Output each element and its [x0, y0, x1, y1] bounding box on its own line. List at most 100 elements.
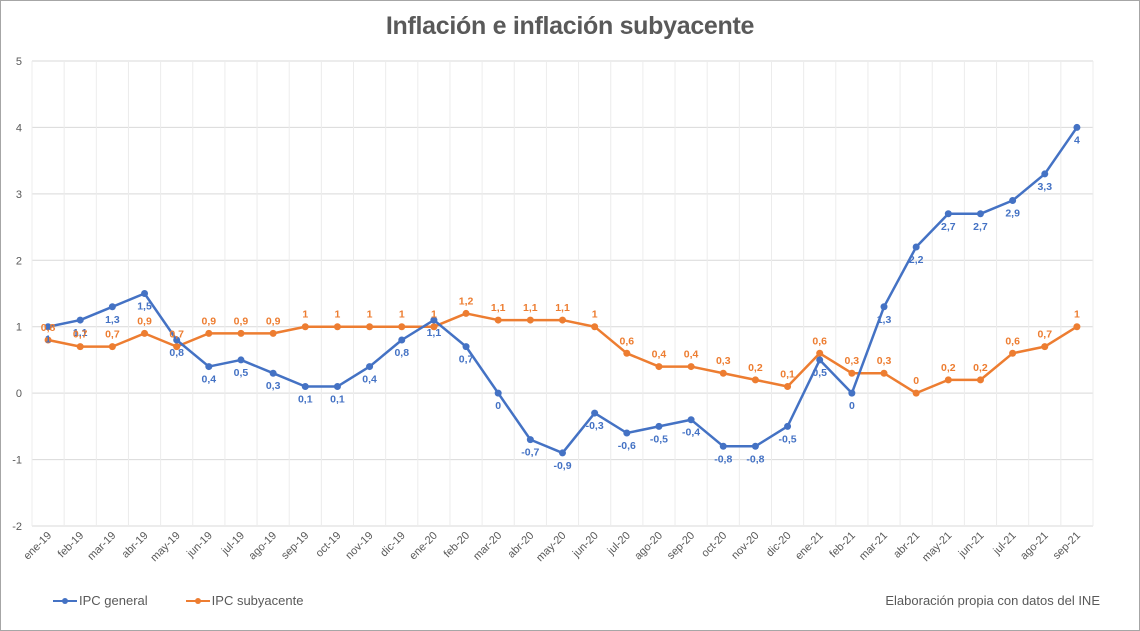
- x-tick-label: dic-19: [378, 530, 408, 560]
- data-point: [559, 316, 566, 324]
- data-label: -0,7: [521, 447, 539, 459]
- data-point: [301, 383, 309, 390]
- x-tick-label: jun-21: [956, 530, 987, 561]
- x-tick-label: dic-20: [764, 530, 794, 560]
- data-point: [333, 383, 341, 390]
- data-point: [784, 422, 792, 430]
- data-label: 0,8: [169, 347, 184, 359]
- legend-item-ipc-subyacente[interactable]: IPC subyacente: [185, 593, 303, 608]
- data-point: [398, 336, 406, 344]
- x-tick-label: abr-19: [120, 530, 151, 561]
- x-tick-label: ago-20: [632, 530, 665, 563]
- data-point: [591, 409, 599, 417]
- data-point: [76, 316, 84, 324]
- data-point: [173, 343, 181, 351]
- data-point: [141, 290, 149, 297]
- x-tick-label: may-19: [148, 530, 182, 564]
- data-point: [366, 323, 374, 331]
- data-label: 1: [302, 309, 308, 321]
- data-label: 0,7: [105, 329, 120, 341]
- data-point: [848, 369, 856, 377]
- data-label: 0,9: [137, 315, 152, 327]
- data-point: [141, 329, 149, 337]
- data-label: 1: [431, 309, 437, 321]
- data-label: -0,6: [618, 440, 636, 452]
- data-point: [205, 329, 213, 337]
- series-line-ipc-general: [47, 126, 1078, 455]
- data-point: [976, 376, 984, 384]
- data-point: [494, 316, 502, 324]
- x-tick-label: feb-21: [827, 530, 858, 561]
- data-label: 0,7: [459, 354, 474, 366]
- data-point: [751, 376, 759, 384]
- data-label: -0,8: [714, 453, 732, 465]
- y-tick-label: -2: [12, 521, 22, 533]
- data-point: [430, 323, 438, 331]
- legend-item-ipc-general[interactable]: IPC general: [53, 593, 148, 608]
- data-label: 0: [495, 400, 501, 412]
- data-label: -0,5: [779, 433, 797, 445]
- data-point: [655, 422, 663, 430]
- data-point: [205, 363, 213, 371]
- data-point: [108, 303, 116, 311]
- data-label: 0,8: [41, 322, 56, 334]
- data-label: 2,7: [941, 221, 956, 233]
- data-label: 1,1: [73, 327, 88, 339]
- data-label: 0,1: [298, 394, 313, 406]
- data-point: [848, 389, 856, 397]
- data-label: 1,1: [427, 327, 442, 339]
- data-point: [784, 383, 792, 390]
- data-point: [591, 323, 599, 331]
- data-label: 0,4: [684, 349, 699, 361]
- x-tick-label: ene-20: [407, 530, 440, 563]
- y-tick-label: 3: [16, 189, 22, 201]
- y-tick-label: 5: [16, 56, 22, 68]
- data-label: 0,3: [845, 355, 860, 367]
- data-label: 0,4: [652, 349, 667, 361]
- y-axis-ticks: 5 4 3 2 1 0 -1 -2: [12, 56, 22, 533]
- data-point: [816, 349, 824, 357]
- data-label: 1,5: [137, 301, 152, 313]
- y-tick-label: 0: [16, 388, 22, 400]
- data-point: [44, 323, 52, 331]
- data-label: 0,7: [169, 329, 184, 341]
- data-label: 3,3: [1037, 181, 1052, 193]
- x-tick-label: nov-20: [729, 530, 761, 562]
- data-label: 1: [592, 309, 598, 321]
- data-label: 0: [913, 375, 919, 387]
- legend-line-marker-icon: [185, 596, 210, 606]
- data-point: [1073, 123, 1081, 131]
- data-label: 1,3: [877, 314, 892, 326]
- data-point: [462, 309, 470, 317]
- x-tick-label: mar-19: [85, 530, 118, 563]
- data-label: 2,7: [973, 221, 988, 233]
- data-point: [398, 323, 406, 331]
- data-point: [76, 343, 84, 351]
- data-label: 1,1: [523, 302, 538, 314]
- x-tick-label: sep-19: [279, 530, 311, 562]
- data-label: 1: [399, 309, 405, 321]
- data-point: [880, 369, 888, 377]
- data-point: [912, 243, 920, 251]
- data-label: 0,5: [812, 367, 827, 379]
- y-tick-label: 1: [16, 322, 22, 334]
- data-point: [1009, 349, 1017, 357]
- data-point: [1009, 197, 1017, 204]
- data-point: [719, 369, 727, 377]
- data-point: [944, 376, 952, 384]
- data-label: 1: [335, 309, 341, 321]
- y-tick-label: 4: [16, 122, 22, 134]
- data-label: -0,8: [746, 453, 764, 465]
- data-point: [1041, 343, 1049, 351]
- x-tick-label: feb-20: [442, 530, 473, 561]
- data-label: 0,4: [202, 374, 217, 386]
- data-point: [687, 363, 695, 371]
- data-point: [494, 389, 502, 397]
- data-point: [623, 429, 631, 437]
- data-label: -0,9: [553, 460, 571, 472]
- x-tick-label: mar-20: [471, 530, 504, 563]
- x-tick-label: jun-20: [570, 530, 601, 561]
- x-tick-label: ene-19: [21, 530, 54, 563]
- x-tick-label: jun-19: [184, 530, 215, 561]
